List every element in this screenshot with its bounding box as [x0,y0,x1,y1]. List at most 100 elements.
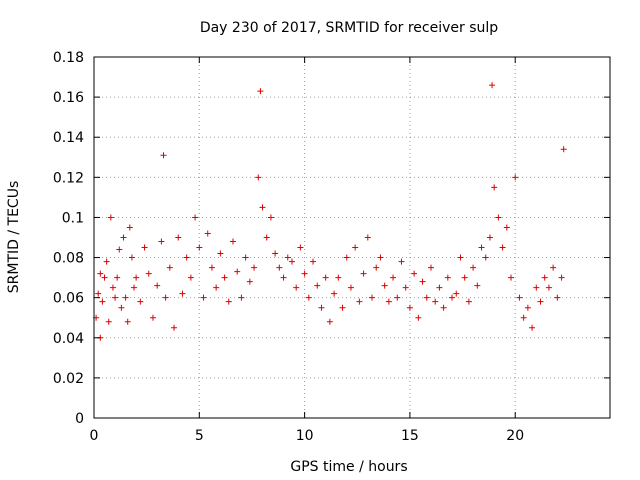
data-point [122,294,129,301]
data-point [335,274,342,281]
data-point [512,174,519,181]
data-point [560,146,567,153]
data-point [449,294,456,301]
data-point [208,264,215,271]
data-point [541,274,548,281]
data-point [444,274,451,281]
data-point [116,246,123,253]
data-point [356,298,363,305]
data-point [107,214,114,221]
data-point [318,304,325,311]
data-point [145,270,152,277]
data-point [251,264,258,271]
data-point [486,234,493,241]
data-point [352,244,359,251]
y-axis-label: SRMTID / TECUs [6,181,22,294]
data-point [160,152,167,159]
data-point [554,294,561,301]
data-point [390,274,397,281]
data-point [158,238,165,245]
data-point [179,290,186,297]
x-axis-label: GPS time / hours [290,459,407,475]
data-point [474,282,481,289]
y-tick-label: 0.18 [53,50,84,66]
x-tick-label: 15 [401,428,419,444]
data-points [93,82,567,341]
data-point [385,298,392,305]
data-point [406,304,413,311]
data-point [516,294,523,301]
data-point [217,250,224,257]
data-point [503,224,510,231]
y-tick-label: 0.08 [53,251,84,267]
data-point [103,258,110,265]
data-point [213,284,220,291]
data-point [109,284,116,291]
data-point [238,294,245,301]
data-point [440,304,447,311]
y-tick-label: 0.1 [62,210,84,226]
data-point [470,264,477,271]
data-point [423,294,430,301]
y-tick-label: 0 [75,411,84,427]
chart-title: Day 230 of 2017, SRMTID for receiver sul… [200,20,498,36]
plot-frame [93,56,611,419]
data-point [326,318,333,325]
data-point [120,234,127,241]
y-tick-labels: 0 0.02 0.04 0.06 0.08 0.1 0.12 0.14 0.16 0.18 [53,50,84,427]
data-point [171,324,178,331]
data-point [347,284,354,291]
data-point [166,264,173,271]
x-tick-label: 5 [195,428,204,444]
data-point [242,254,249,261]
data-point [99,298,106,305]
data-point [427,264,434,271]
data-point [415,314,422,321]
y-tick-label: 0.14 [53,130,84,146]
data-point [436,284,443,291]
data-point [288,258,295,265]
data-point [305,294,312,301]
data-point [453,290,460,297]
y-tick-label: 0.02 [53,371,84,387]
data-point [310,258,317,265]
data-point [482,254,489,261]
data-point [495,214,502,221]
data-point [373,264,380,271]
data-point [489,82,496,89]
data-point [267,214,274,221]
y-tick-label: 0.04 [53,331,84,347]
data-point [187,274,194,281]
y-tick-label: 0.12 [53,170,84,186]
data-point [284,254,291,261]
y-tick-label: 0.16 [53,90,84,106]
data-point [128,254,135,261]
data-point [114,274,121,281]
data-point [343,254,350,261]
data-point [154,282,161,289]
data-point [101,274,108,281]
data-point [432,298,439,305]
data-point [225,298,232,305]
data-point [175,234,182,241]
data-point [192,214,199,221]
data-point [149,314,156,321]
data-point [259,204,266,211]
data-point [196,244,203,251]
data-point [221,274,228,281]
data-point [246,278,253,285]
data-point [276,264,283,271]
data-point [112,294,119,301]
data-point [95,290,102,297]
data-point [105,318,112,325]
data-point [524,304,531,311]
data-point [411,270,418,277]
data-point [118,304,125,311]
data-point [322,274,329,281]
data-point [381,282,388,289]
data-point [230,238,237,245]
data-point [200,294,207,301]
x-tick-labels: 0 5 10 15 20 [90,428,525,444]
data-point [402,284,409,291]
data-point [360,270,367,277]
